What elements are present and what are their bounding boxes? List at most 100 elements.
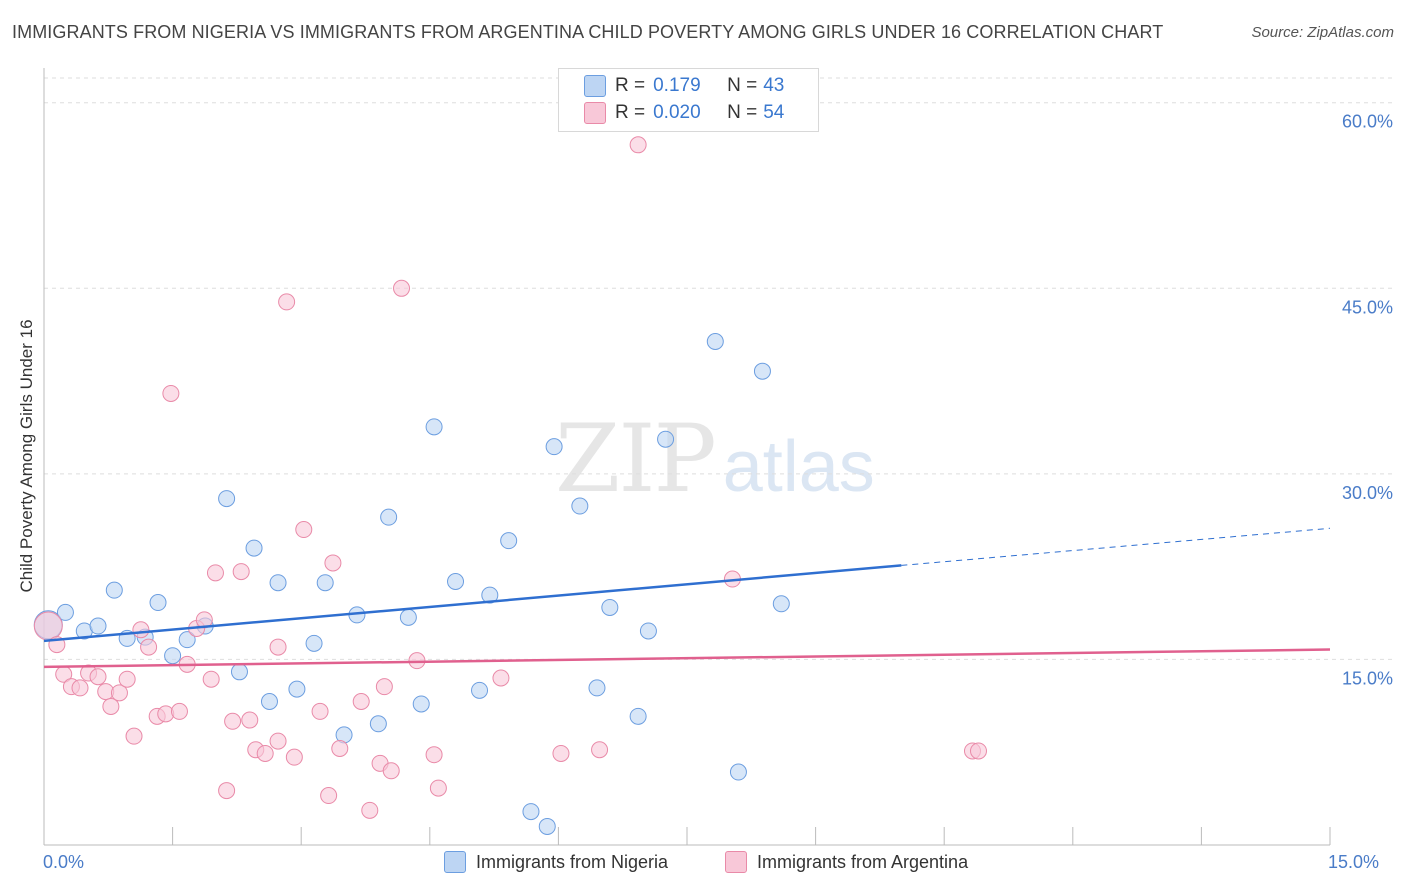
nigeria-point [425,418,443,436]
argentina-point [969,742,987,760]
y-tick-label: 45.0% [1342,297,1393,317]
argentina-point [269,638,287,656]
argentina-point [425,746,443,764]
nigeria-point [629,707,647,725]
nigeria-point [753,362,771,380]
argentina-point [102,697,120,715]
r-label: R = [615,75,646,96]
argentina-point [393,279,411,297]
nigeria-point [588,679,606,697]
nigeria-point [260,692,278,710]
n-value: 43 [763,75,785,96]
nigeria-point [639,622,657,640]
chart-title: IMMIGRANTS FROM NIGERIA VS IMMIGRANTS FR… [12,22,1164,42]
argentina-point [591,741,609,759]
argentina-point [269,732,287,750]
nigeria-point [56,603,74,621]
legend-item-argentina: Immigrants from Argentina [725,851,968,873]
argentina-point [241,711,259,729]
argentina-point [361,801,379,819]
nigeria-point [316,574,334,592]
nigeria-point [772,595,790,613]
nigeria-point [500,532,518,550]
nigeria-trend-line [43,564,902,643]
y-tick-label: 30.0% [1342,483,1393,503]
legend-row-argentina: R = 0.020 N = 54 [584,101,785,125]
nigeria-point [245,539,263,557]
y-tick-label: 60.0% [1342,112,1393,132]
n-label: N = [727,75,758,96]
nigeria-point [412,695,430,713]
argentina-point [110,684,128,702]
nigeria-point [369,715,387,733]
argentina-point [311,702,329,720]
argentina-point [71,679,89,697]
argentina-point [295,521,313,539]
nigeria-point [601,598,619,616]
argentina-point [89,668,107,686]
argentina-point [232,563,250,581]
argentina-point [552,744,570,762]
nigeria-point [105,581,123,599]
n-value: 54 [763,102,785,123]
nigeria-point [447,572,465,590]
argentina-point [125,727,143,745]
nigeria-point [729,763,747,781]
argentina-point [382,762,400,780]
argentina-point [352,692,370,710]
nigeria-swatch [584,75,606,97]
nigeria-point [89,617,107,635]
argentina-point [285,748,303,766]
watermark-zip: ZIP [555,405,717,514]
argentina-point [320,787,338,805]
argentina-point [375,678,393,696]
nigeria-point [657,430,675,448]
nigeria-point [481,586,499,604]
argentina-point [224,712,242,730]
argentina-point [278,293,296,311]
argentina-point [331,740,349,758]
x-tick-min: 0.0% [43,852,85,872]
argentina-point [629,136,647,154]
nigeria-point [399,608,417,626]
nigeria-point [305,634,323,652]
nigeria-point [706,333,724,351]
nigeria-point [380,508,398,526]
nigeria-point [545,438,563,456]
nigeria-point [269,574,287,592]
argentina-point [218,782,236,800]
legend-row-nigeria: R = 0.179 N = 43 [584,74,785,98]
nigeria-point [471,681,489,699]
argentina-point [170,702,188,720]
nigeria-point [218,490,236,508]
argentina-point [492,669,510,687]
watermark-atlas: atlas [722,427,875,507]
n-label: N = [727,102,758,123]
argentina-point [324,554,342,572]
x-tick-max: 15.0% [1328,852,1380,872]
argentina-point [132,621,150,639]
nigeria-point [538,817,556,835]
nigeria-point [164,647,182,665]
y-tick-label: 15.0% [1342,668,1393,688]
r-value: 0.179 [653,75,701,96]
argentina-point [118,670,136,688]
nigeria-point [149,594,167,612]
nigeria-point [288,680,306,698]
argentina-point [256,744,274,762]
argentina-point [33,611,63,641]
argentina-point [162,384,180,402]
argentina-point [140,638,158,656]
argentina-legend-label: Immigrants from Argentina [757,851,969,872]
legend-item-nigeria: Immigrants from Nigeria [444,851,668,873]
argentina-point [206,564,224,582]
nigeria-legend-swatch [444,851,466,873]
argentina-swatch [584,102,606,124]
nigeria-trend-extension [901,527,1331,566]
argentina-point [202,670,220,688]
nigeria-point [522,803,540,821]
nigeria-point [178,631,196,649]
correlation-legend: R = 0.179 N = 43 R = 0.020 N = 54 [558,68,819,132]
nigeria-point [571,497,589,515]
